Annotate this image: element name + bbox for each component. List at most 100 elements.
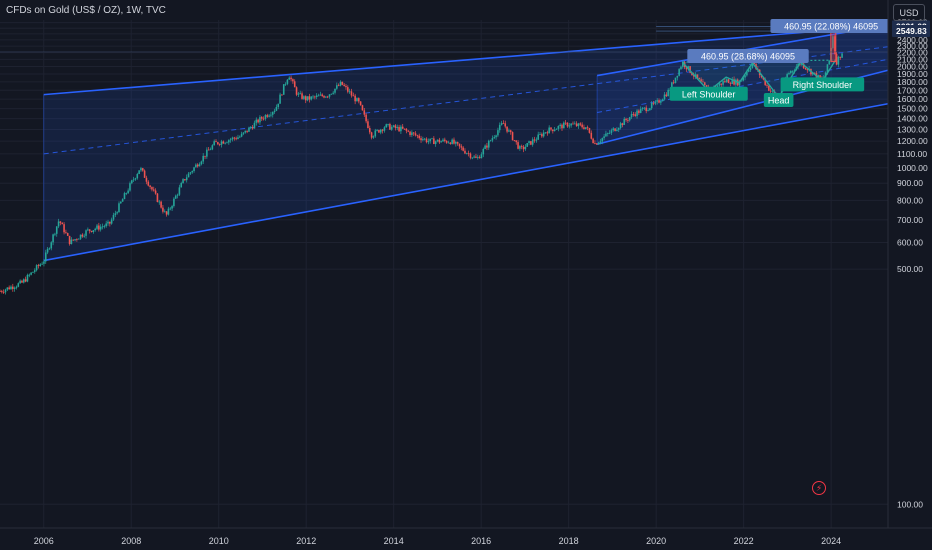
candle-body (359, 101, 362, 106)
candle-body (264, 115, 267, 119)
y-tick-label: 1600.00 (897, 94, 928, 104)
candle-body (790, 70, 792, 74)
measure-box (830, 31, 837, 63)
currency-button[interactable]: USD (893, 4, 925, 21)
candle-body (286, 79, 289, 84)
candle-body (363, 110, 366, 115)
candle-body (828, 60, 831, 65)
candle-body (145, 177, 148, 182)
candle-body (158, 201, 161, 203)
candle-body (552, 129, 554, 132)
candle-body (76, 239, 78, 240)
candle-body (65, 232, 67, 234)
candle-body (513, 140, 516, 141)
candle-body (297, 93, 300, 95)
candle-body (116, 212, 118, 214)
candle-body (833, 36, 836, 54)
candle-body (59, 221, 62, 223)
candle-body (394, 125, 397, 129)
candle-body (718, 83, 721, 86)
candle-body (649, 108, 651, 111)
candle-body (478, 157, 481, 159)
candle-body (480, 154, 483, 159)
y-tick-label: 900.00 (897, 178, 923, 188)
candle-body (343, 84, 345, 87)
candle-body (436, 139, 439, 142)
candle-body (423, 138, 426, 140)
candle-body (268, 115, 270, 117)
candle-body (652, 102, 655, 104)
candle-body (804, 67, 807, 70)
candle-body (295, 87, 298, 95)
candle-body (321, 94, 323, 97)
candle-body (326, 96, 329, 98)
candle-body (13, 287, 16, 289)
candle-body (660, 101, 662, 103)
candle-body (555, 128, 558, 130)
candle-body (317, 95, 320, 97)
candle-body (33, 270, 36, 272)
candle-body (771, 90, 774, 92)
candle-body (705, 85, 708, 88)
y-tick-label: 1100.00 (897, 149, 927, 159)
candle-body (431, 138, 433, 140)
candle-body (835, 53, 838, 65)
candle-body (667, 89, 669, 97)
candle-body (733, 79, 735, 85)
candle-body (319, 94, 322, 96)
candle-body (222, 141, 225, 144)
candle-body (191, 171, 194, 173)
y-tick-label: 600.00 (897, 237, 923, 247)
candle-body (674, 77, 677, 83)
candle-body (557, 126, 560, 129)
candle-body (341, 81, 344, 85)
annotation-label-box (669, 86, 748, 101)
candle-body (132, 179, 135, 181)
candle-body (766, 84, 768, 86)
candle-body (120, 201, 122, 204)
candle-body (357, 98, 360, 102)
candle-body (625, 118, 627, 121)
candle-body (623, 118, 626, 125)
chart-title: CFDs on Gold (US$ / OZ), 1W, TVC (6, 5, 166, 16)
candle-body (658, 100, 660, 103)
candle-body (495, 135, 497, 138)
candle-body (612, 128, 615, 131)
candle-body (228, 140, 230, 143)
candle-body (173, 198, 175, 207)
candle-body (110, 219, 113, 224)
candle-body (352, 95, 355, 97)
outer-channel-fill (43, 25, 889, 261)
candle-body (6, 287, 9, 290)
candle-body (786, 74, 788, 80)
candle-body (48, 248, 51, 250)
candle-body (103, 226, 106, 227)
candle-body (310, 96, 312, 100)
candle-body (696, 74, 699, 79)
y-tick-label: 700.00 (897, 215, 923, 225)
candle-body (665, 94, 668, 97)
candle-body (337, 85, 340, 87)
y-tick-label: 1300.00 (897, 124, 928, 134)
candle-body (519, 146, 521, 149)
candle-body (361, 105, 364, 111)
candle-body (387, 124, 389, 125)
candle-body (330, 93, 333, 95)
price-tag-label: 2549.83 (896, 26, 927, 36)
candle-body (400, 126, 402, 132)
candle-body (162, 207, 164, 212)
candle-body (259, 117, 261, 123)
candle-body (17, 283, 20, 287)
candle-body (4, 289, 7, 293)
y-tick-label: 2400.00 (897, 35, 928, 45)
candle-body (381, 129, 384, 131)
candle-body (176, 194, 179, 196)
candle-body (568, 125, 571, 127)
candle-body (550, 127, 552, 130)
candle-body (650, 102, 653, 109)
candle-body (368, 128, 371, 133)
x-tick-label: 2022 (734, 536, 754, 546)
flash-icon[interactable]: ⚡ (812, 481, 826, 495)
